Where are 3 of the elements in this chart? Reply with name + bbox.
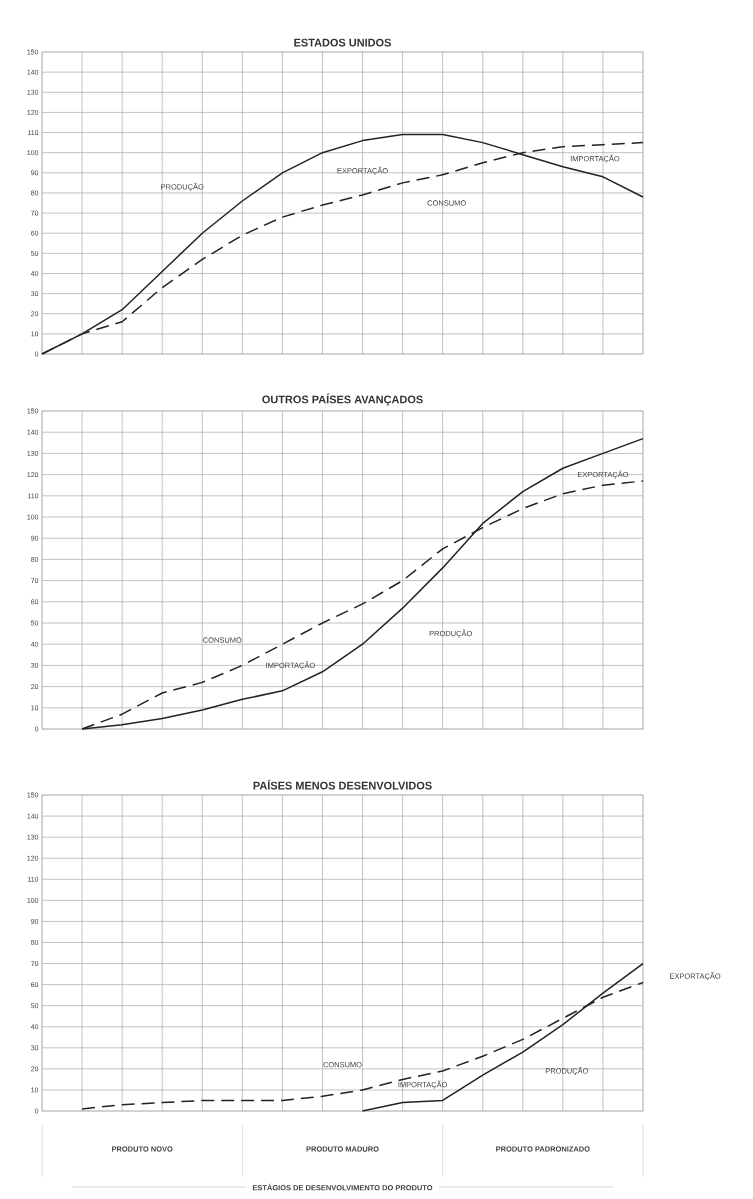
chart-title: ESTADOS UNIDOS [294, 38, 391, 47]
chart-title: OUTROS PAÍSES AVANÇADOS [262, 393, 423, 406]
chart-title: PAÍSES MENOS DESENVOLVIDOS [253, 779, 432, 790]
